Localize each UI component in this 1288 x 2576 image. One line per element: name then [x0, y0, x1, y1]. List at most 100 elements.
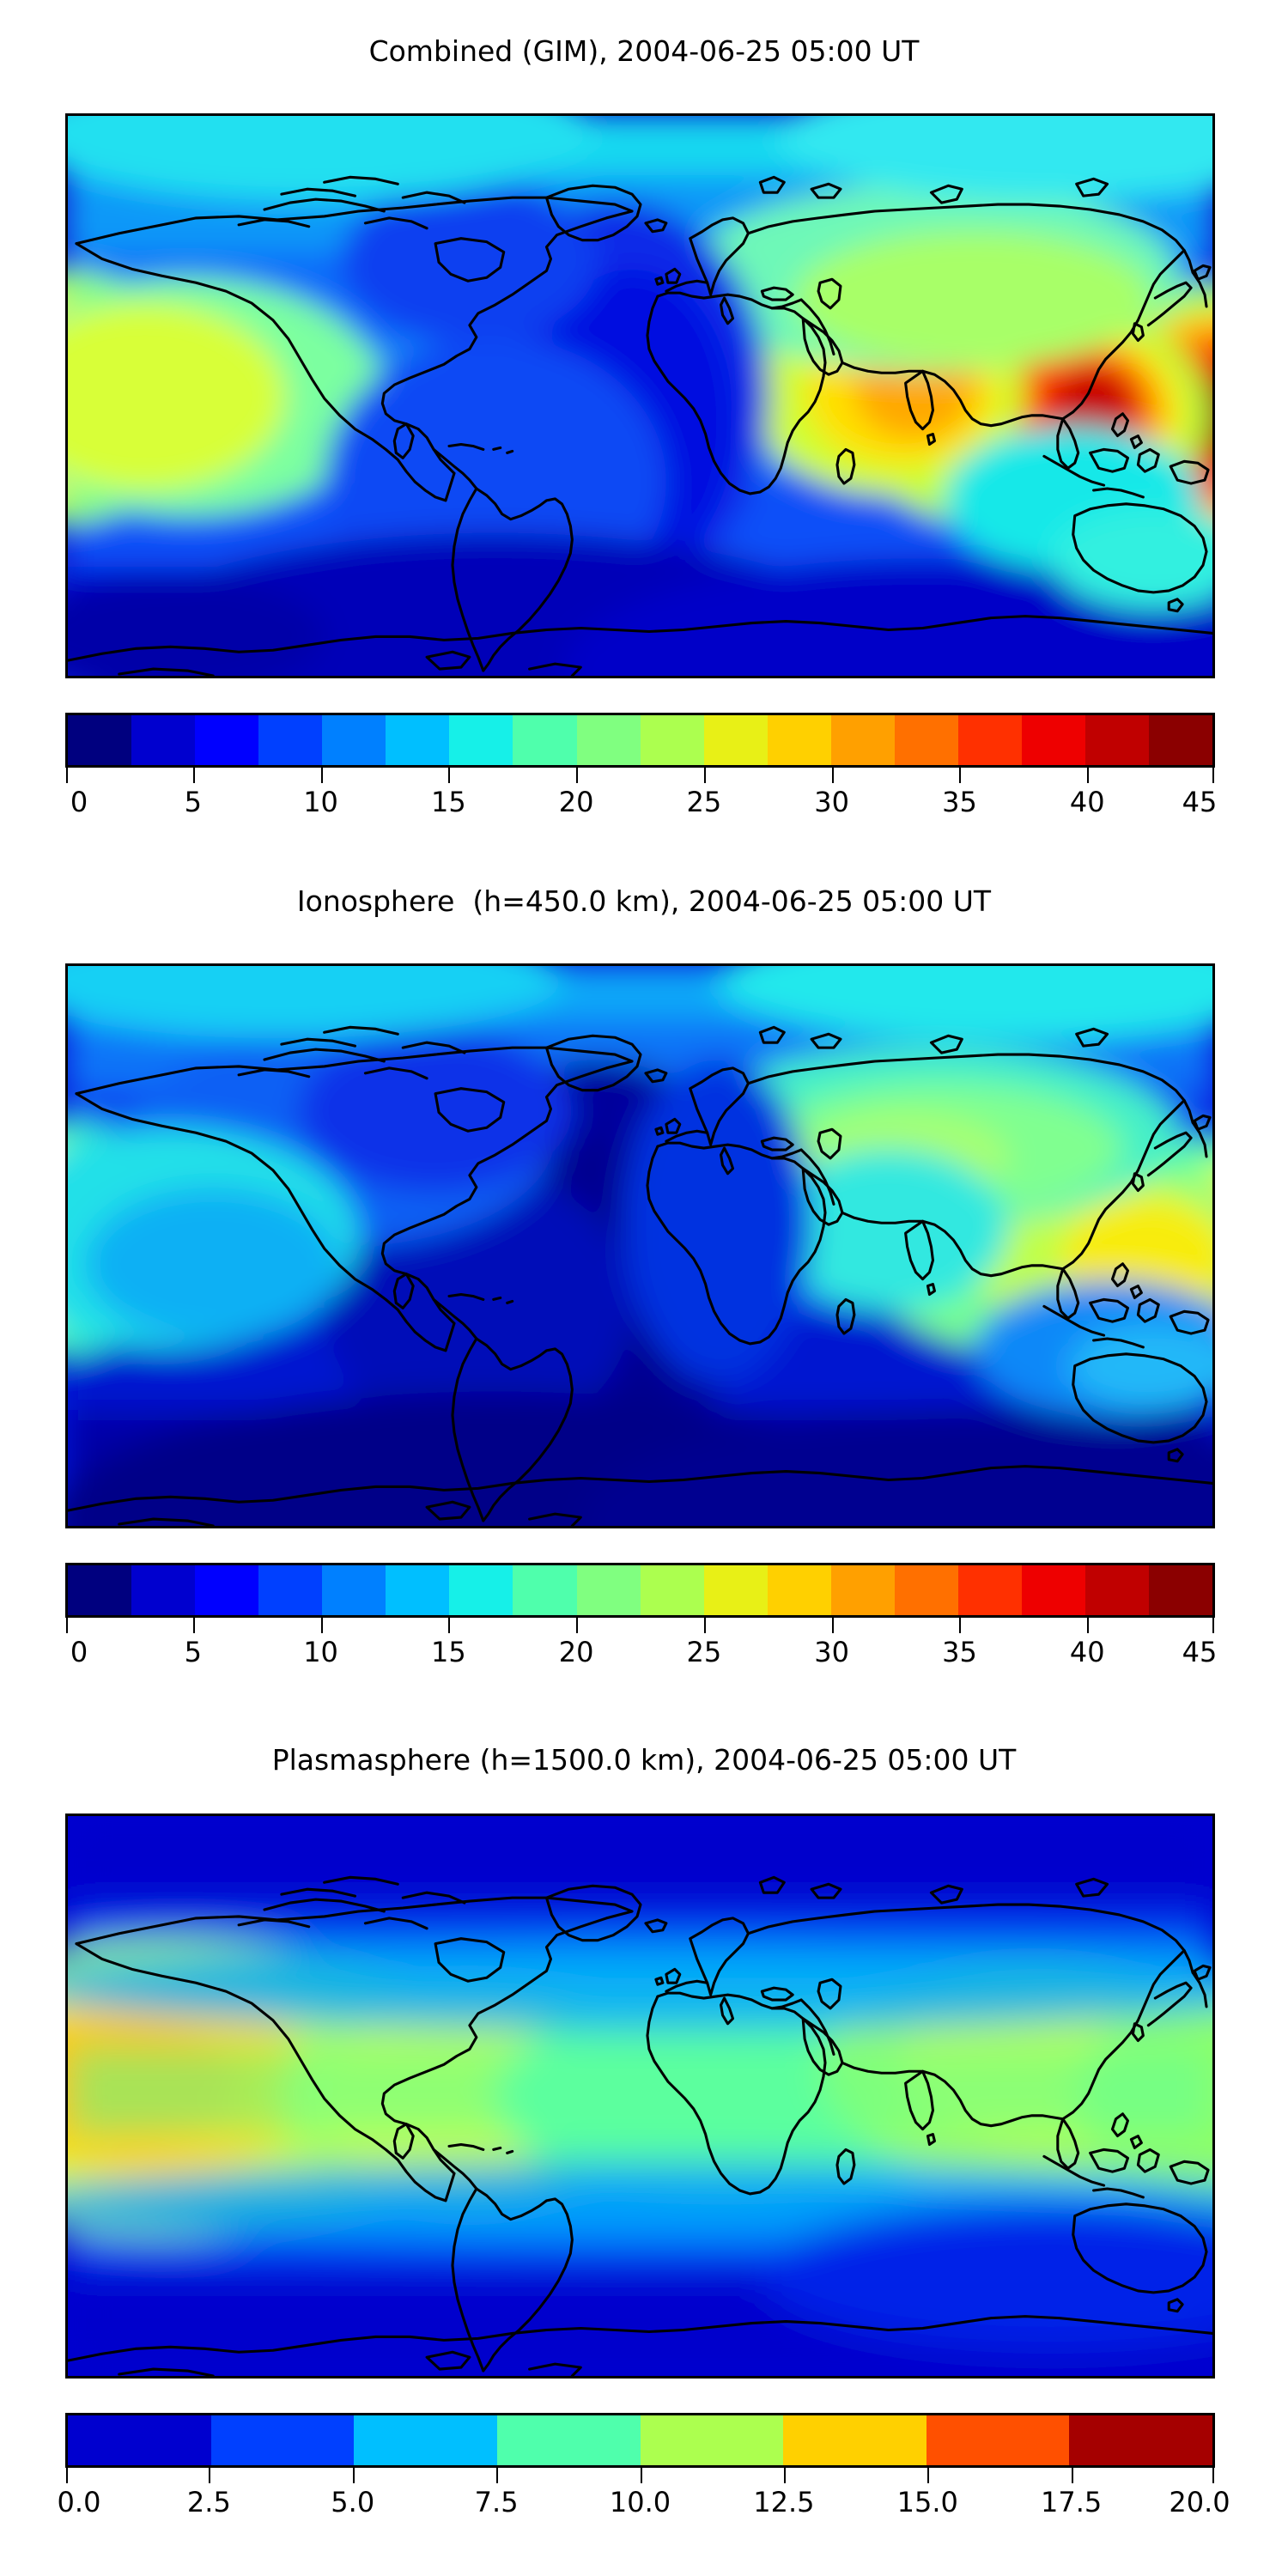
- panel-plasmasphere: Plasmasphere (h=1500.0 km), 2004-06-25 0…: [0, 1717, 1288, 2576]
- map-canvas-plasmasphere: [68, 1816, 1212, 2376]
- panel-ionosphere: Ionosphere (h=450.0 km), 2004-06-25 05:0…: [0, 859, 1288, 1717]
- colorbar-band-14: [957, 715, 1022, 765]
- map-canvas-combined: [68, 116, 1212, 676]
- colorbar-bands-ionosphere: [65, 1563, 1215, 1618]
- colorbar-tick-label-4: 10.0: [609, 2486, 671, 2518]
- colorbar-tick-label-3: 7.5: [474, 2486, 519, 2518]
- colorbar-ticks-combined: [65, 768, 1215, 783]
- colorbar-band-0: [68, 1565, 132, 1615]
- colorbar-bands-combined: [65, 713, 1215, 768]
- colorbar-band-16: [1085, 1565, 1150, 1615]
- colorbar-labels-plasmasphere: 0.0 2.5 5.0 7.5 10.0 12.5 15.0 17.5 20.0: [58, 2483, 1230, 2521]
- colorbar-tick-label-1: 2.5: [186, 2486, 231, 2518]
- colorbar-tick-2: [320, 768, 323, 783]
- colorbar-tick-label-4: 20: [558, 1636, 594, 1668]
- colorbar-tick-label-2: 10: [303, 1636, 338, 1668]
- colorbar-combined: 0 5 10 15 20 25 30 35 40 45: [65, 713, 1218, 821]
- colorbar-tick-4: [576, 768, 579, 783]
- colorbar-tick-8: [1212, 2468, 1214, 2483]
- coastlines-ionosphere: [68, 1025, 1212, 1526]
- colorbar-tick-label-3: 15: [430, 786, 466, 818]
- colorbar-band-3: [258, 715, 323, 765]
- colorbar-tick-4: [576, 1618, 579, 1633]
- colorbar-band-6: [449, 715, 513, 765]
- colorbar-band-0: [68, 2415, 211, 2465]
- panel-title-combined: Combined (GIM), 2004-06-25 05:00 UT: [368, 34, 920, 68]
- colorbar-tick-8: [1087, 1618, 1090, 1633]
- colorbar-tick-9: [1212, 1618, 1214, 1633]
- colorbar-band-3: [258, 1565, 323, 1615]
- colorbar-band-6: [449, 1565, 513, 1615]
- map-ionosphere: [65, 963, 1215, 1528]
- colorbar-tick-1: [209, 2468, 211, 2483]
- colorbar-band-15: [1021, 1565, 1085, 1615]
- colorbar-band-1: [131, 1565, 196, 1615]
- colorbar-bands-plasmasphere: [65, 2413, 1215, 2468]
- colorbar-plasmasphere: 0.0 2.5 5.0 7.5 10.0 12.5 15.0 17.5 20.0: [58, 2413, 1230, 2521]
- colorbar-tick-2: [352, 2468, 355, 2483]
- colorbar-tick-label-4: 20: [558, 786, 594, 818]
- colorbar-band-5: [386, 1565, 450, 1615]
- map-canvas-ionosphere: [68, 966, 1212, 1526]
- colorbar-band-17: [1149, 715, 1213, 765]
- colorbar-band-2: [195, 1565, 259, 1615]
- colorbar-band-11: [767, 1565, 831, 1615]
- colorbar-tick-label-2: 5.0: [331, 2486, 375, 2518]
- colorbar-tick-label-0: 0: [70, 1636, 88, 1668]
- colorbar-band-14: [957, 1565, 1022, 1615]
- panel-title-plasmasphere: Plasmasphere (h=1500.0 km), 2004-06-25 0…: [271, 1743, 1017, 1777]
- colorbar-tick-3: [448, 1618, 451, 1633]
- colorbar-tick-label-2: 10: [303, 786, 338, 818]
- colorbar-band-8: [576, 1565, 641, 1615]
- colorbar-ionosphere: 0 5 10 15 20 25 30 35 40 45: [65, 1563, 1218, 1671]
- map-combined: [65, 113, 1215, 678]
- colorbar-band-1: [210, 2415, 355, 2465]
- colorbar-tick-6: [927, 2468, 930, 2483]
- colorbar-tick-label-1: 5: [184, 1636, 202, 1668]
- colorbar-band-7: [513, 715, 577, 765]
- coastlines-plasmasphere: [68, 1875, 1212, 2376]
- colorbar-band-9: [640, 715, 704, 765]
- panel-combined: Combined (GIM), 2004-06-25 05:00 UT: [0, 0, 1288, 859]
- colorbar-tick-5: [703, 768, 706, 783]
- colorbar-band-13: [894, 1565, 958, 1615]
- colorbar-band-0: [68, 715, 132, 765]
- colorbar-band-3: [496, 2415, 641, 2465]
- colorbar-band-15: [1021, 715, 1085, 765]
- colorbar-band-10: [703, 715, 768, 765]
- colorbar-tick-3: [448, 768, 451, 783]
- colorbar-tick-label-5: 25: [686, 1636, 722, 1668]
- colorbar-band-13: [894, 715, 958, 765]
- colorbar-band-8: [576, 715, 641, 765]
- colorbar-tick-label-9: 45: [1182, 786, 1218, 818]
- colorbar-tick-5: [783, 2468, 786, 2483]
- colorbar-tick-0: [66, 768, 68, 783]
- colorbar-tick-0: [66, 2468, 68, 2483]
- colorbar-band-5: [386, 715, 450, 765]
- colorbar-tick-2: [320, 1618, 323, 1633]
- colorbar-labels-combined: 0 5 10 15 20 25 30 35 40 45: [65, 783, 1218, 821]
- colorbar-band-7: [1069, 2415, 1212, 2465]
- colorbar-tick-label-0: 0: [70, 786, 88, 818]
- colorbar-band-4: [640, 2415, 784, 2465]
- colorbar-tick-4: [640, 2468, 642, 2483]
- colorbar-band-12: [830, 1565, 895, 1615]
- colorbar-tick-1: [192, 768, 195, 783]
- colorbar-band-1: [131, 715, 196, 765]
- colorbar-tick-8: [1087, 768, 1090, 783]
- colorbar-band-4: [322, 1565, 386, 1615]
- colorbar-tick-label-0: 0.0: [57, 2486, 101, 2518]
- colorbar-band-10: [703, 1565, 768, 1615]
- colorbar-band-4: [322, 715, 386, 765]
- colorbar-tick-label-1: 5: [184, 786, 202, 818]
- colorbar-tick-label-9: 45: [1182, 1636, 1218, 1668]
- colorbar-labels-ionosphere: 0 5 10 15 20 25 30 35 40 45: [65, 1633, 1218, 1671]
- colorbar-ticks-ionosphere: [65, 1618, 1215, 1633]
- colorbar-band-2: [354, 2415, 497, 2465]
- colorbar-tick-label-5: 12.5: [753, 2486, 815, 2518]
- colorbar-tick-9: [1212, 768, 1214, 783]
- colorbar-tick-label-6: 30: [814, 1636, 850, 1668]
- colorbar-tick-label-3: 15: [430, 1636, 466, 1668]
- colorbar-tick-label-6: 30: [814, 786, 850, 818]
- colorbar-tick-7: [959, 768, 962, 783]
